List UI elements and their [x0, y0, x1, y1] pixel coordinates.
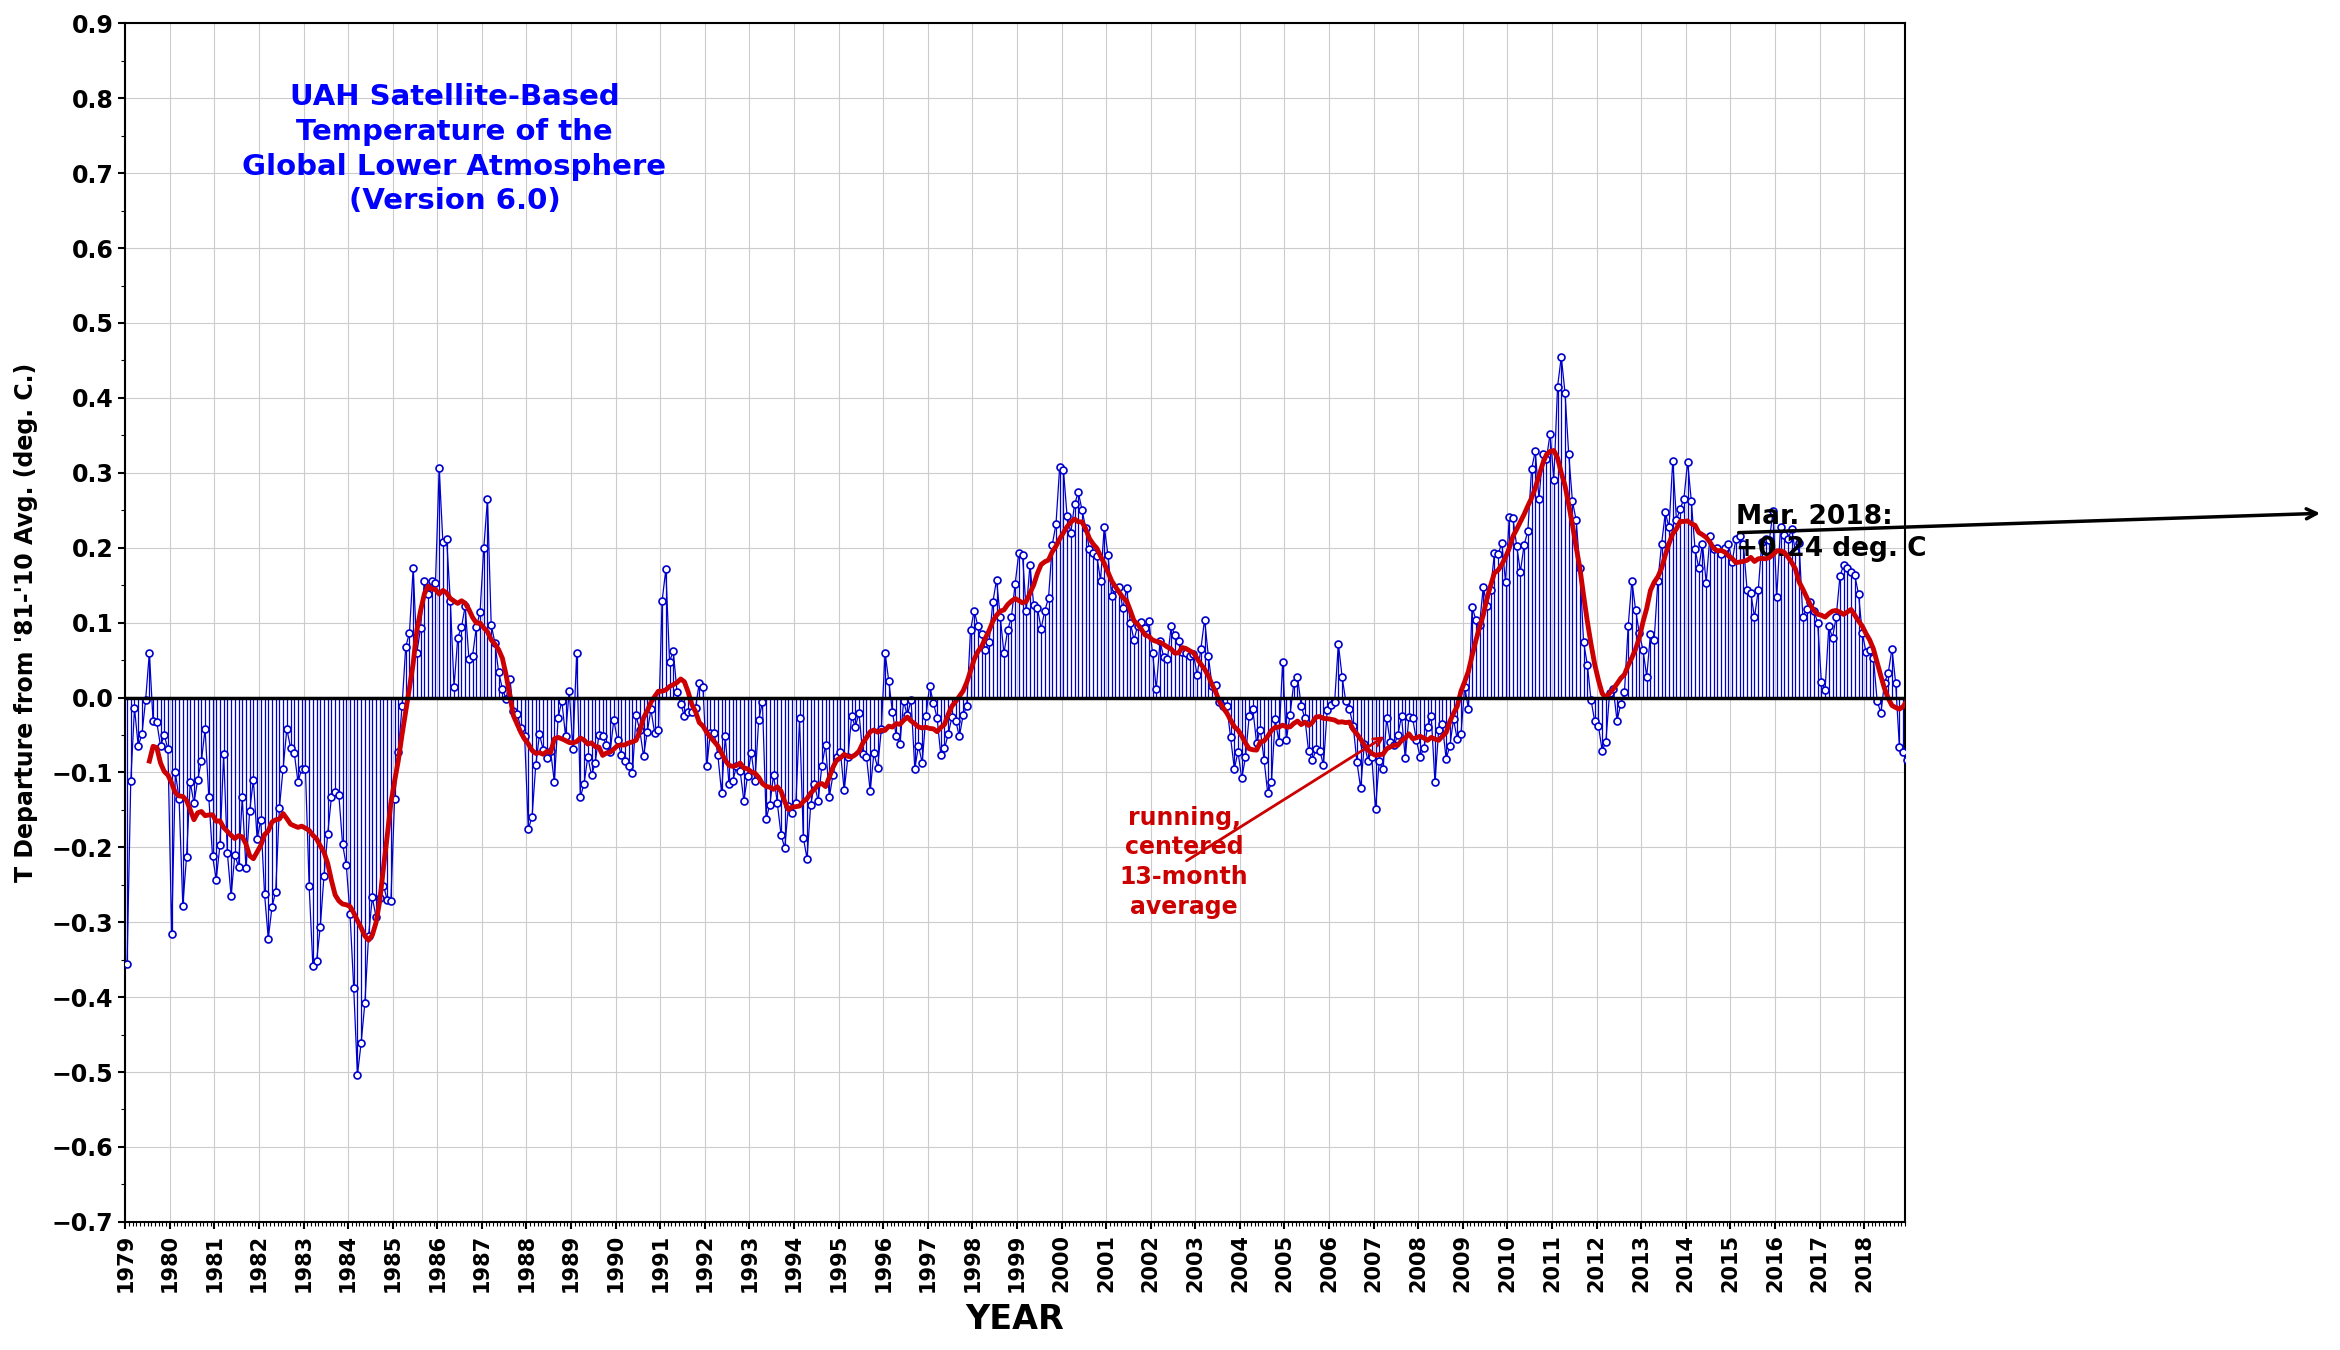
X-axis label: YEAR: YEAR — [966, 1303, 1065, 1336]
Text: running,
centered
13-month
average: running, centered 13-month average — [1121, 806, 1250, 919]
Y-axis label: T Departure from '81-'10 Avg. (deg. C.): T Departure from '81-'10 Avg. (deg. C.) — [14, 363, 37, 883]
Text: Mar. 2018:
+0.24 deg. C: Mar. 2018: +0.24 deg. C — [1736, 504, 1926, 562]
Text: UAH Satellite-Based
Temperature of the
Global Lower Atmosphere
(Version 6.0): UAH Satellite-Based Temperature of the G… — [243, 84, 667, 215]
